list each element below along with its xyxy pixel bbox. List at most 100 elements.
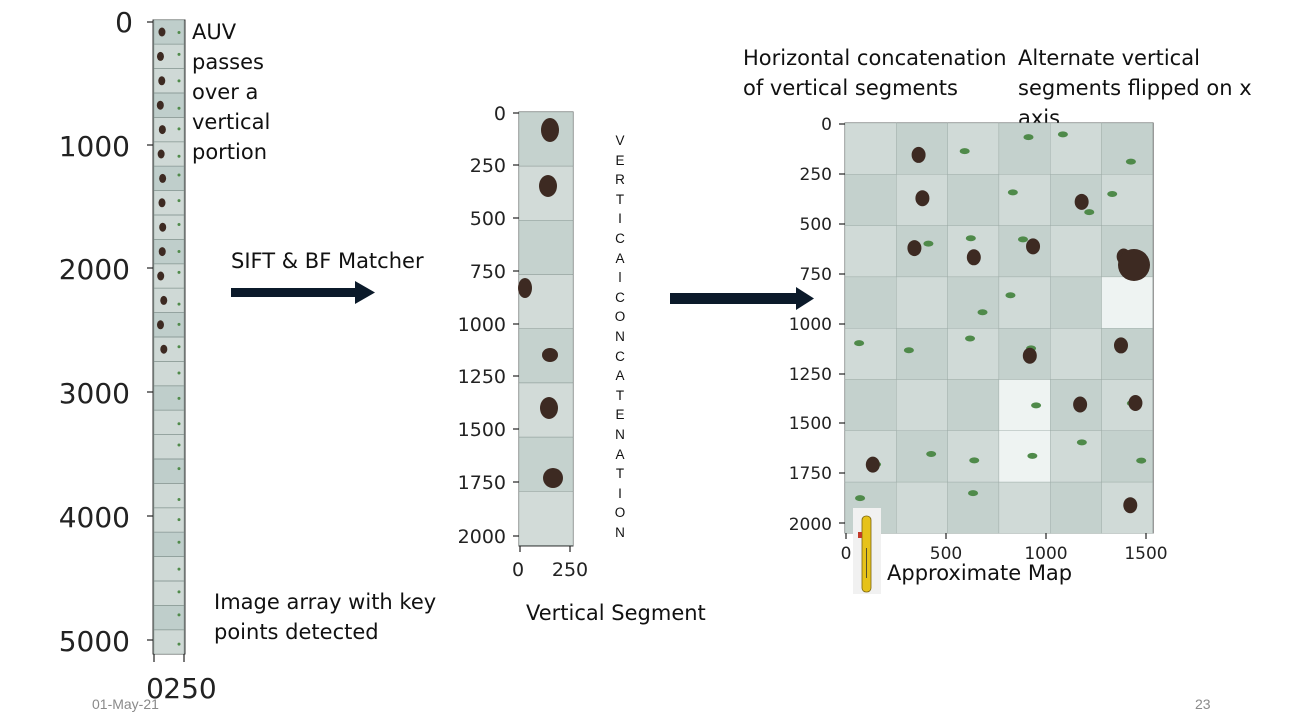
feature-blob — [158, 125, 166, 135]
vertical-letter: T — [615, 466, 625, 482]
feature-blob — [158, 76, 166, 86]
plant-blob — [968, 490, 979, 497]
feature-blob — [1073, 396, 1088, 413]
vertical-letter: A — [615, 446, 625, 462]
map-tile — [1101, 174, 1153, 226]
vertical-letter: N — [615, 426, 625, 442]
image-tile — [153, 410, 185, 435]
vertical-letter: N — [615, 328, 625, 344]
vertical-letter: T — [615, 387, 625, 403]
feature-blob — [158, 247, 166, 257]
map-tile — [947, 430, 1000, 483]
y-tick-label: 1000 — [59, 130, 130, 163]
map-tile — [844, 327, 897, 380]
x-tick-label: 0 — [146, 672, 164, 705]
plant-blob — [926, 451, 937, 458]
vertical-segment-caption: Vertical Segment — [526, 601, 706, 625]
image-tile — [153, 337, 185, 362]
y-tick-label: 1000 — [458, 314, 506, 336]
plant-blob — [959, 148, 970, 155]
keypoint-dot — [177, 173, 181, 177]
feature-blob — [156, 100, 164, 110]
auv-caption: AUV passes over a vertical portion — [192, 20, 271, 164]
map-tile — [896, 481, 948, 534]
plant-blob — [1027, 452, 1038, 459]
map-tile — [844, 225, 897, 278]
vertical-segment-plot: 0 250 500 750 1000 1250 1500 1750 2000 0… — [458, 103, 588, 581]
plant-blob — [1005, 292, 1016, 299]
map-tile — [1101, 379, 1153, 431]
vertical-letter: V — [615, 133, 625, 148]
x-tick-label: 1000 — [1024, 544, 1067, 564]
image-tile — [153, 605, 185, 630]
plant-blob — [969, 457, 980, 464]
feature-blob — [539, 175, 557, 197]
keypoint-dot — [177, 106, 181, 110]
plant-blob — [977, 309, 988, 316]
map-tile — [947, 122, 1000, 175]
keypoint-dot — [177, 270, 181, 274]
map-tile — [998, 225, 1051, 278]
feature-blob — [911, 146, 926, 163]
x-tick-label: 500 — [930, 544, 962, 564]
y-tick-label: 500 — [470, 208, 506, 230]
plant-blob — [1007, 189, 1018, 196]
map-tile — [1050, 122, 1102, 175]
feature-blob — [1026, 238, 1041, 255]
keypoint-dot — [177, 518, 181, 522]
right-arrow-icon — [670, 287, 814, 310]
image-tile — [153, 92, 185, 118]
feature-blob — [1123, 497, 1138, 514]
map-tile — [844, 379, 897, 431]
right-arrow-icon — [231, 281, 375, 304]
keypoint-dot — [177, 396, 181, 400]
feature-blob — [518, 278, 532, 298]
map-tile — [998, 122, 1051, 175]
plant-blob — [1076, 439, 1087, 446]
feature-blob — [865, 456, 880, 473]
feature-blob — [158, 27, 166, 37]
y-tick-label: 1000 — [789, 315, 832, 335]
vertical-letter: E — [615, 407, 625, 423]
feature-blob — [907, 240, 922, 257]
map-tile — [844, 276, 897, 329]
image-tile — [153, 532, 185, 557]
keypoint-dot — [177, 79, 181, 83]
keypoint-dot — [177, 127, 181, 131]
map-tile — [896, 430, 948, 483]
approximate-map-caption: Approximate Map — [887, 561, 1073, 585]
vertical-letter: C — [615, 230, 625, 246]
y-tick-label: 1500 — [789, 414, 832, 434]
vertical-letter: R — [615, 172, 625, 188]
image-tile — [153, 459, 185, 484]
feature-blob — [156, 51, 164, 61]
keypoint-dot — [177, 497, 181, 501]
map-tile — [1050, 327, 1102, 380]
y-tick-label: 4000 — [59, 501, 130, 534]
feature-blob — [1022, 347, 1037, 364]
image-tile — [153, 166, 185, 191]
plant-blob — [1084, 209, 1095, 216]
map-tile — [896, 276, 948, 329]
plant-blob — [1023, 134, 1034, 141]
image-array-plot: 0 1000 2000 3000 4000 5000 0 250 — [59, 6, 217, 705]
image-tile — [153, 629, 185, 655]
map-tile — [998, 379, 1051, 431]
feature-blob — [540, 397, 558, 419]
feature-blob — [158, 198, 166, 208]
flipped-segments-header: Alternate vertical segments flipped on x… — [1018, 46, 1252, 130]
y-tick-label: 2000 — [458, 526, 506, 548]
feature-blob — [542, 348, 558, 362]
x-tick-label: 250 — [552, 559, 588, 581]
feature-blob — [541, 118, 559, 142]
approximate-map-plot: 0 250 500 750 1000 1250 1500 1750 2000 0… — [789, 115, 1168, 564]
y-tick-label: 1750 — [789, 464, 832, 484]
y-tick-label: 750 — [800, 265, 832, 285]
x-tick-label: 1500 — [1124, 544, 1167, 564]
keypoint-dot — [177, 590, 181, 594]
map-tile — [947, 481, 1000, 534]
map-tile — [998, 430, 1051, 483]
plant-blob — [1017, 236, 1028, 243]
image-tile — [153, 263, 185, 289]
map-tile — [896, 327, 948, 380]
